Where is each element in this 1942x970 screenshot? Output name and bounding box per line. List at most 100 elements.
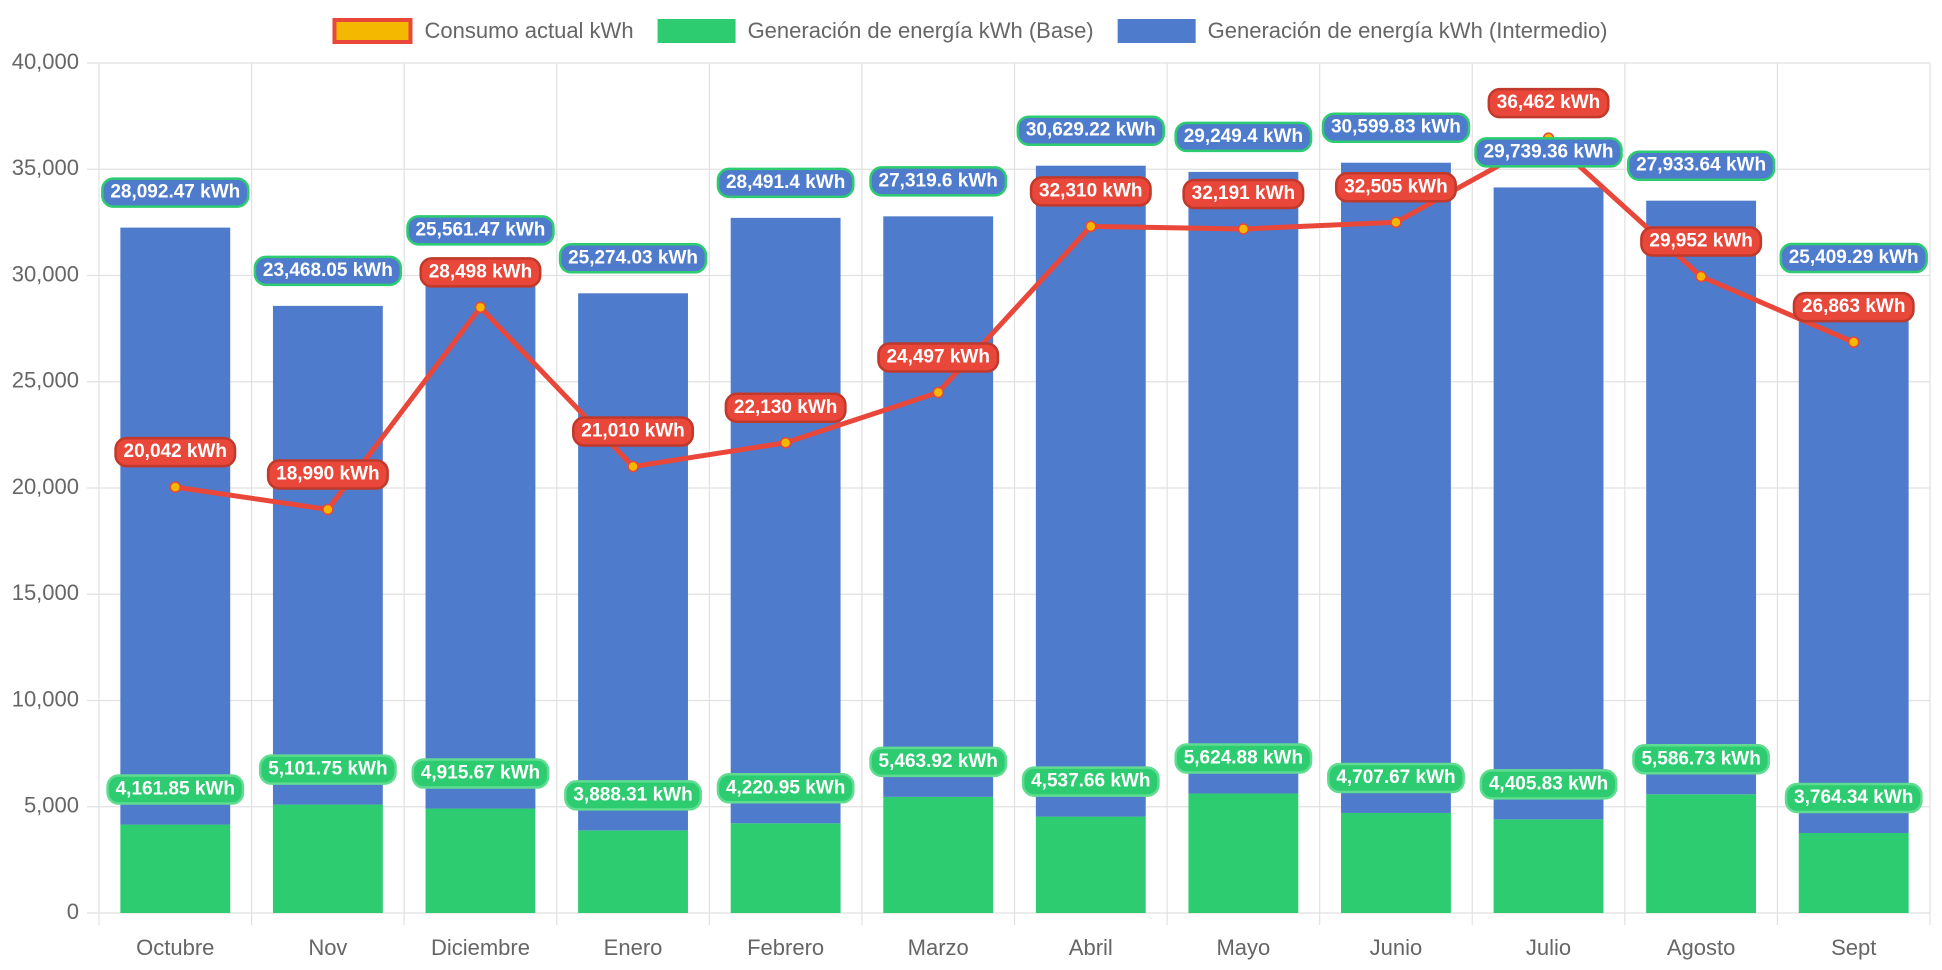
- data-label: 25,274.03 kWh: [558, 243, 708, 274]
- point: [779, 436, 792, 449]
- data-label-text: 24,497 kWh: [886, 346, 990, 367]
- label-box: [1334, 172, 1457, 203]
- data-label: 3,764.34 kWh: [1784, 782, 1923, 814]
- label-box: [1792, 291, 1915, 323]
- label-box: [101, 177, 250, 208]
- bar: [425, 808, 536, 913]
- data-label-text: 23,468.05 kWh: [263, 260, 393, 281]
- data-label: 4,161.85 kWh: [106, 774, 245, 805]
- bar: [730, 823, 841, 913]
- data-label-text: 4,915.67 kWh: [421, 763, 540, 784]
- label-box: [1182, 178, 1305, 210]
- label-box: [1640, 226, 1763, 257]
- point: [1695, 270, 1707, 283]
- data-label-text: 5,101.75 kWh: [268, 759, 387, 780]
- legend-swatch: [332, 18, 413, 44]
- bar: [1341, 812, 1451, 913]
- x-tick-label: Marzo: [908, 935, 969, 960]
- data-label-text: 27,933.64 kWh: [1636, 155, 1766, 176]
- bar: [578, 830, 688, 913]
- bar: [1188, 171, 1299, 794]
- data-label-text: 32,191 kWh: [1192, 183, 1296, 204]
- legend-item: Generación de energía kWh (Base): [657, 18, 1094, 43]
- data-label-text: 5,586.73 kWh: [1641, 748, 1760, 769]
- data-label-text: 27,319.6 kWh: [879, 170, 998, 191]
- bar: [1341, 162, 1451, 813]
- y-tick-label: 5,000: [24, 793, 79, 818]
- data-label-text: 3,888.31 kWh: [573, 784, 692, 805]
- x-tick-label: Sept: [1831, 935, 1876, 960]
- data-label: 5,586.73 kWh: [1632, 744, 1771, 775]
- data-label: 5,624.88 kWh: [1174, 743, 1313, 774]
- x-tick-label: Enero: [604, 935, 663, 960]
- label-box: [1021, 766, 1160, 797]
- data-label: 29,249.4 kWh: [1174, 121, 1313, 153]
- data-label-text: 26,863 kWh: [1802, 296, 1906, 317]
- x-tick-label: Nov: [308, 935, 347, 960]
- y-tick-label: 10,000: [12, 686, 79, 711]
- label-box: [1327, 762, 1465, 794]
- x-tick-label: Julio: [1526, 935, 1571, 960]
- label-box: [258, 754, 397, 785]
- data-label: 5,463.92 kWh: [869, 746, 1008, 778]
- bar: [1493, 187, 1604, 820]
- data-label-text: 4,405.83 kWh: [1489, 773, 1608, 794]
- point: [932, 386, 944, 399]
- data-label: 4,405.83 kWh: [1479, 769, 1618, 800]
- bar: [1035, 165, 1146, 817]
- data-label-text: 30,629.22 kWh: [1026, 120, 1156, 141]
- data-label: 4,707.67 kWh: [1327, 762, 1465, 794]
- point: [474, 301, 487, 314]
- data-label-text: 22,130 kWh: [734, 397, 838, 418]
- data-label-text: 29,739.36 kWh: [1484, 141, 1614, 162]
- data-label: 20,042 kWh: [114, 436, 237, 468]
- data-label: 21,010 kWh: [572, 416, 695, 447]
- data-label: 32,505 kWh: [1334, 172, 1457, 203]
- bar: [578, 293, 688, 831]
- label-box: [1784, 782, 1923, 814]
- data-label-text: 29,952 kWh: [1649, 231, 1753, 252]
- label-box: [1174, 121, 1313, 153]
- data-label: 5,101.75 kWh: [258, 754, 397, 785]
- data-label-text: 21,010 kWh: [581, 421, 685, 442]
- x-tick-label: Abril: [1069, 935, 1113, 960]
- label-box: [877, 342, 1000, 373]
- legend-swatch: [657, 19, 736, 43]
- legend-label: Generación de energía kWh (Base): [748, 18, 1094, 43]
- x-tick-label: Junio: [1370, 935, 1423, 960]
- data-label: 27,319.6 kWh: [869, 166, 1008, 197]
- point: [1237, 223, 1250, 235]
- label-box: [1632, 744, 1771, 775]
- data-label: 29,739.36 kWh: [1474, 137, 1623, 168]
- data-label: 25,409.29 kWh: [1779, 242, 1928, 274]
- data-label: 30,599.83 kWh: [1321, 112, 1471, 143]
- label-box: [406, 215, 555, 246]
- label-box: [1487, 87, 1610, 119]
- label-box: [411, 758, 550, 789]
- bar: [120, 227, 231, 825]
- legend-item: Consumo actual kWh: [332, 18, 634, 44]
- label-box: [869, 746, 1008, 778]
- data-label-text: 32,505 kWh: [1344, 176, 1448, 197]
- legend-label: Generación de energía kWh (Intermedio): [1208, 18, 1608, 43]
- label-box: [1174, 743, 1313, 774]
- x-tick-label: Octubre: [136, 935, 214, 960]
- data-label: 18,990 kWh: [266, 459, 389, 490]
- data-label: 36,462 kWh: [1487, 87, 1610, 119]
- label-box: [724, 392, 847, 423]
- label-box: [253, 255, 403, 287]
- data-label-text: 29,249.4 kWh: [1184, 126, 1303, 147]
- data-label-text: 4,537.66 kWh: [1031, 771, 1150, 792]
- label-box: [266, 459, 389, 490]
- label-box: [564, 780, 702, 811]
- data-label: 4,537.66 kWh: [1021, 766, 1160, 797]
- bar: [272, 804, 383, 913]
- data-label: 25,561.47 kWh: [406, 215, 555, 246]
- data-label: 29,952 kWh: [1640, 226, 1763, 257]
- label-box: [1016, 115, 1166, 146]
- x-tick-label: Febrero: [747, 935, 824, 960]
- label-box: [114, 436, 237, 468]
- data-label: 32,191 kWh: [1182, 178, 1305, 210]
- point: [322, 503, 334, 516]
